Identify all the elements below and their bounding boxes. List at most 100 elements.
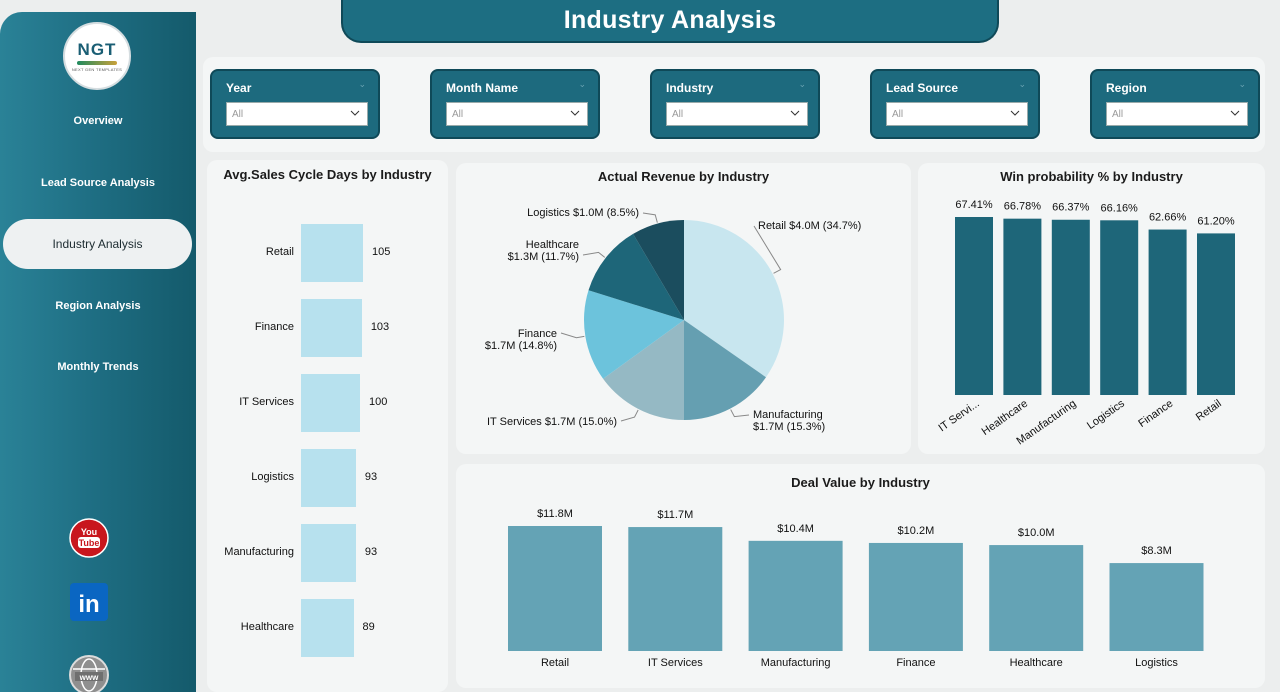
logo-tagline: NEXT GEN TEMPLATES bbox=[71, 67, 123, 72]
deal-category-healthcare: Healthcare bbox=[1010, 657, 1063, 669]
month-name-dropdown-value: All bbox=[452, 109, 464, 120]
deal-bar-logistics[interactable] bbox=[1109, 563, 1204, 651]
deal-category-retail: Retail bbox=[541, 657, 569, 669]
pie-slice-healthcare[interactable] bbox=[588, 233, 684, 320]
lead-source-dropdown-value: All bbox=[892, 109, 904, 120]
pie-label-healthcare: Healthcare $1.3M (11.7%) bbox=[508, 239, 579, 263]
win-value-retail: 61.20% bbox=[1197, 215, 1235, 227]
month-name-dropdown[interactable]: All bbox=[446, 102, 588, 126]
pie-slice-logistics[interactable] bbox=[633, 220, 684, 320]
cycle-value-manufacturing: 93 bbox=[364, 546, 378, 558]
pie-leader-logistics bbox=[642, 212, 658, 223]
youtube-text-tube: Tube bbox=[79, 538, 100, 548]
avg-sales-cycle-title: Avg.Sales Cycle Days by Industry bbox=[223, 167, 432, 182]
cycle-value-logistics: 93 bbox=[364, 471, 378, 483]
deal-category-logistics: Logistics bbox=[1135, 657, 1178, 669]
cycle-bar-healthcare[interactable] bbox=[301, 599, 354, 657]
industry-dropdown[interactable]: All bbox=[666, 102, 808, 126]
nav-region-analysis[interactable]: Region Analysis bbox=[55, 300, 141, 312]
slicer-lead-source: Lead Source ⌄ All bbox=[870, 69, 1040, 139]
cycle-label-healthcare: Healthcare bbox=[240, 621, 294, 633]
pie-label-manufacturing: Manufacturing $1.7M (15.3%) bbox=[753, 409, 825, 433]
deal-value-title: Deal Value by Industry bbox=[791, 475, 930, 490]
deal-value-finance: $10.2M bbox=[898, 525, 935, 537]
lead-source-dropdown[interactable]: All bbox=[886, 102, 1028, 126]
deal-bar-retail[interactable] bbox=[508, 526, 602, 651]
cycle-bar-it-services[interactable] bbox=[301, 374, 361, 432]
win-bar-healthcare[interactable] bbox=[1003, 218, 1042, 395]
win-bar-logistics[interactable] bbox=[1100, 220, 1139, 395]
slicer-lead-source-label: Lead Source bbox=[886, 81, 959, 95]
logo: NGT NEXT GEN TEMPLATES bbox=[63, 22, 131, 90]
win-bar-retail[interactable] bbox=[1197, 233, 1235, 395]
globe-icon[interactable]: www bbox=[69, 655, 109, 692]
win-bar-finance[interactable] bbox=[1148, 229, 1187, 395]
nav-overview[interactable]: Overview bbox=[73, 115, 123, 127]
pie-label-retail: Retail $4.0M (34.7%) bbox=[758, 220, 861, 232]
win-category-logistics: Logistics bbox=[1085, 397, 1127, 432]
region-dropdown-value: All bbox=[1112, 109, 1124, 120]
deal-bar-manufacturing[interactable] bbox=[748, 540, 843, 651]
slicer-industry: Industry ⌄ All bbox=[650, 69, 820, 139]
pie-slice-retail[interactable] bbox=[684, 220, 784, 378]
cycle-label-finance: Finance bbox=[254, 321, 294, 333]
chevron-down-icon[interactable]: ⌄ bbox=[578, 79, 586, 89]
nav-industry-analysis[interactable]: Industry Analysis bbox=[3, 219, 192, 269]
win-value-it-servi: 67.41% bbox=[955, 199, 993, 211]
slicer-year: Year ⌄ All bbox=[210, 69, 380, 139]
chevron-down-icon[interactable]: ⌄ bbox=[798, 79, 806, 89]
year-dropdown[interactable]: All bbox=[226, 102, 368, 126]
deal-value-logistics: $8.3M bbox=[1141, 545, 1172, 557]
nav-lead-source-analysis[interactable]: Lead Source Analysis bbox=[41, 177, 155, 189]
slicer-industry-label: Industry bbox=[666, 81, 714, 95]
win-probability-title: Win probability % by Industry bbox=[1000, 169, 1183, 184]
cycle-bar-retail[interactable] bbox=[301, 224, 363, 282]
region-dropdown[interactable]: All bbox=[1106, 102, 1248, 126]
cycle-label-it-services: IT Services bbox=[239, 396, 294, 408]
chevron-down-icon[interactable]: ⌄ bbox=[358, 79, 366, 89]
cycle-label-logistics: Logistics bbox=[251, 471, 294, 483]
linkedin-icon[interactable]: in bbox=[69, 582, 109, 622]
pie-label-finance: Finance $1.7M (14.8%) bbox=[485, 328, 557, 352]
chevron-down-icon bbox=[570, 110, 580, 116]
cycle-bar-logistics[interactable] bbox=[301, 449, 356, 507]
win-bar-it-servi[interactable] bbox=[955, 217, 993, 395]
win-value-finance: 62.66% bbox=[1149, 212, 1187, 224]
deal-bar-finance[interactable] bbox=[868, 542, 963, 651]
deal-category-finance: Finance bbox=[896, 657, 935, 669]
chevron-down-icon[interactable]: ⌄ bbox=[1018, 79, 1026, 89]
page-title: Industry Analysis bbox=[563, 6, 777, 34]
chevron-down-icon bbox=[1230, 110, 1240, 116]
globe-text: www bbox=[79, 673, 99, 682]
win-probability-card: Win probability % by Industry 67.41% IT S… bbox=[918, 163, 1265, 454]
pie-slice-finance[interactable] bbox=[584, 290, 684, 379]
deal-bar-healthcare[interactable] bbox=[989, 545, 1084, 651]
pie-leader-manufacturing bbox=[730, 409, 750, 418]
deal-value-retail: $11.8M bbox=[537, 508, 573, 520]
deal-category-manufacturing: Manufacturing bbox=[761, 657, 831, 669]
chevron-down-icon[interactable]: ⌄ bbox=[1238, 79, 1246, 89]
logo-mark: NGT bbox=[77, 40, 117, 59]
win-value-logistics: 66.16% bbox=[1101, 202, 1139, 214]
year-dropdown-value: All bbox=[232, 109, 244, 120]
avg-sales-cycle-card: Avg.Sales Cycle Days by Industry Retail 1… bbox=[207, 160, 448, 692]
chevron-down-icon bbox=[1010, 110, 1020, 116]
linkedin-text: in bbox=[78, 591, 99, 618]
nav-monthly-trends[interactable]: Monthly Trends bbox=[57, 361, 139, 373]
actual-revenue-card: Actual Revenue by Industry Retail $4.0M … bbox=[456, 163, 911, 454]
slicer-year-label: Year bbox=[226, 81, 252, 95]
pie-slice-it-services[interactable] bbox=[603, 320, 684, 420]
cycle-bar-manufacturing[interactable] bbox=[301, 524, 356, 582]
win-category-it-servi: IT Servi... bbox=[936, 398, 981, 435]
cycle-bar-finance[interactable] bbox=[301, 299, 362, 357]
deal-value-healthcare: $10.0M bbox=[1018, 527, 1055, 539]
pie-slice-manufacturing[interactable] bbox=[684, 320, 766, 420]
win-bar-manufacturing[interactable] bbox=[1051, 219, 1090, 395]
youtube-icon[interactable]: You Tube bbox=[69, 518, 109, 558]
cycle-value-retail: 105 bbox=[372, 246, 391, 258]
chevron-down-icon bbox=[790, 110, 800, 116]
slicer-month-name-label: Month Name bbox=[446, 81, 518, 95]
deal-bar-it-services[interactable] bbox=[628, 527, 723, 651]
deal-value-card: Deal Value by Industry $11.8M Retail $11.7… bbox=[456, 464, 1265, 688]
sidebar: NGT NEXT GEN TEMPLATES Overview Lead Sou… bbox=[0, 12, 196, 692]
